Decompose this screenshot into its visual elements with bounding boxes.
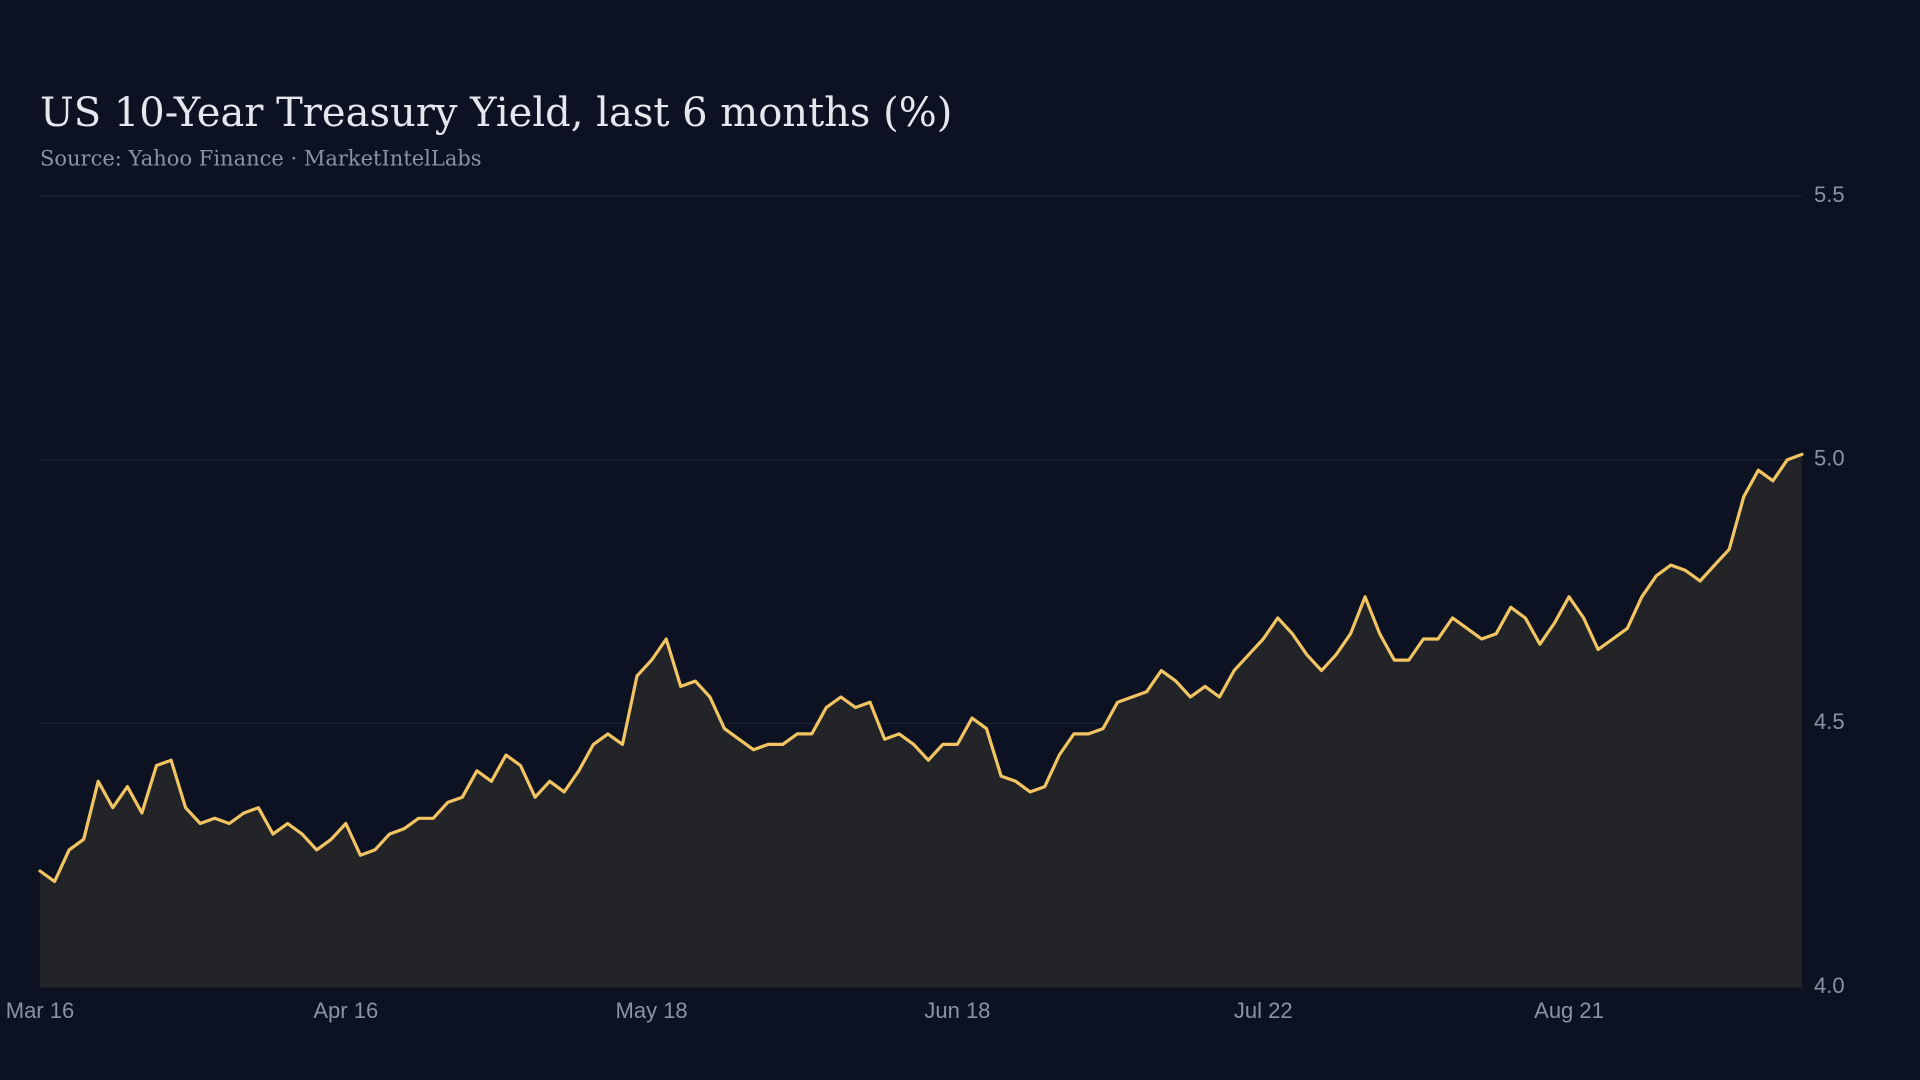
chart-subtitle: Source: Yahoo Finance · MarketIntelLabs (40, 147, 482, 171)
y-tick-label: 5.0 (1814, 445, 1845, 470)
chart-title: US 10-Year Treasury Yield, last 6 months… (40, 90, 952, 136)
y-tick-label: 5.5 (1814, 182, 1845, 207)
x-tick-label: Apr 16 (313, 998, 378, 1023)
x-tick-label: May 18 (616, 998, 688, 1023)
x-tick-label: Aug 21 (1534, 998, 1604, 1023)
y-tick-label: 4.5 (1814, 709, 1845, 734)
area (40, 454, 1802, 987)
line (38, 452, 1804, 884)
x-tick-label: Jun 18 (924, 998, 990, 1023)
x-tick-label: Jul 22 (1234, 998, 1293, 1023)
x-tick-label: Mar 16 (6, 998, 74, 1023)
y-tick-label: 4.0 (1814, 973, 1845, 998)
